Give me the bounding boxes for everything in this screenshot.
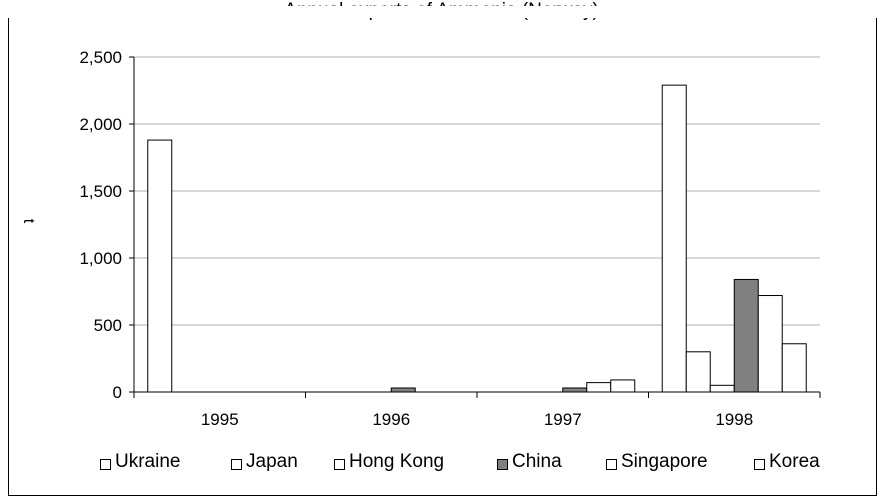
legend-item: Hong Kong bbox=[334, 450, 444, 474]
x-tick-label: 1997 bbox=[544, 410, 582, 429]
x-tick-label: 1995 bbox=[201, 410, 239, 429]
y-tick-label: 500 bbox=[94, 316, 122, 335]
legend-item: Singapore bbox=[606, 450, 708, 474]
legend-swatch bbox=[497, 459, 508, 470]
bar bbox=[733, 278, 759, 393]
bar bbox=[781, 343, 807, 393]
bar bbox=[562, 387, 588, 393]
legend-label: Singapore bbox=[621, 451, 708, 472]
title-clip bbox=[0, 6, 883, 18]
bar bbox=[661, 84, 687, 393]
legend-swatch bbox=[606, 459, 617, 470]
legend-label: Hong Kong bbox=[349, 451, 445, 472]
legend-label: Korea bbox=[769, 451, 820, 472]
legend-label: Ukraine bbox=[115, 451, 181, 472]
legend-label: Japan bbox=[246, 451, 298, 472]
legend-item: Korea bbox=[754, 450, 820, 474]
legend-swatch bbox=[754, 459, 765, 470]
bar bbox=[610, 379, 636, 393]
legend-swatch bbox=[231, 459, 242, 470]
bar bbox=[390, 387, 416, 393]
bar bbox=[757, 295, 783, 393]
legend-swatch bbox=[334, 459, 345, 470]
bar bbox=[709, 384, 735, 393]
bar bbox=[685, 351, 711, 393]
y-tick-label: 1,000 bbox=[79, 249, 122, 268]
legend-swatch bbox=[100, 459, 111, 470]
y-tick-label: 2,500 bbox=[79, 48, 122, 67]
y-tick-label: 0 bbox=[113, 383, 122, 402]
x-tick-label: 1998 bbox=[715, 410, 753, 429]
legend-item: Japan bbox=[231, 450, 298, 474]
y-tick-label: 1,500 bbox=[79, 182, 122, 201]
bar bbox=[147, 139, 173, 393]
bar bbox=[586, 382, 612, 393]
y-tick-label: 2,000 bbox=[79, 115, 122, 134]
legend-item: Ukraine bbox=[100, 450, 180, 474]
legend-item: China bbox=[497, 450, 562, 474]
x-tick-label: 1996 bbox=[372, 410, 410, 429]
legend-label: China bbox=[512, 451, 562, 472]
